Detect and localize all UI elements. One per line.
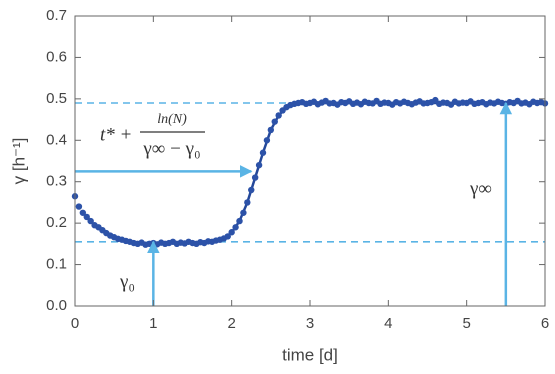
x-tick-label: 1 — [149, 315, 157, 332]
x-axis-label: time [d] — [282, 345, 338, 364]
data-point — [75, 203, 83, 210]
y-tick-label: 0.1 — [46, 256, 67, 273]
y-tick-label: 0.7 — [46, 7, 67, 24]
y-tick-label: 0.5 — [46, 90, 67, 107]
data-point — [87, 217, 94, 225]
data-point — [259, 149, 267, 156]
x-tick-label: 5 — [462, 315, 470, 332]
formula-denominator: γ∞ − γ₀ — [142, 138, 200, 159]
gamma0-label: γ₀ — [119, 271, 135, 292]
plot-frame — [74, 15, 546, 307]
x-tick-label: 3 — [306, 315, 314, 332]
data-point — [275, 112, 282, 119]
data-point — [236, 217, 243, 225]
x-tick-label: 0 — [71, 315, 79, 332]
data-point — [251, 174, 259, 181]
data-point — [271, 118, 278, 125]
y-tick-label: 0.6 — [46, 48, 67, 65]
data-point — [228, 229, 235, 236]
data-point — [263, 137, 271, 144]
data-point — [244, 199, 251, 206]
data-point — [224, 233, 231, 240]
x-tick-label: 6 — [541, 315, 549, 332]
y-axis-label: γ [h⁻¹] — [9, 138, 28, 185]
data-point — [255, 161, 263, 169]
x-tick-label: 4 — [384, 315, 392, 332]
gamma-inf-label: γ∞ — [469, 178, 492, 199]
y-tick-label: 0.3 — [46, 173, 67, 190]
x-tick-label: 2 — [227, 315, 235, 332]
data-point — [83, 213, 90, 221]
data-point — [248, 186, 255, 194]
data-point — [267, 126, 275, 134]
data-point — [232, 224, 239, 231]
y-tick-label: 0.4 — [46, 131, 67, 148]
formula-numerator: ln(N) — [157, 112, 187, 127]
y-tick-label: 0.2 — [46, 214, 67, 231]
y-tick-label: 0.0 — [46, 297, 67, 314]
fit-line — [137, 101, 545, 245]
data-point — [240, 209, 247, 216]
data-point — [79, 209, 87, 216]
formula-lead: t* + — [100, 124, 132, 145]
